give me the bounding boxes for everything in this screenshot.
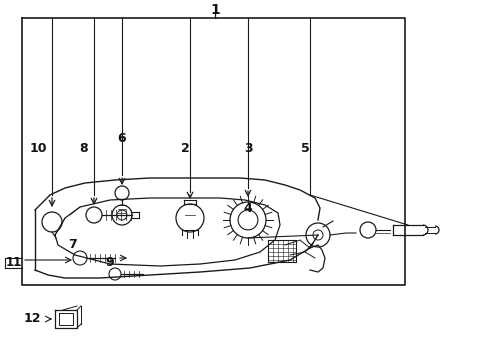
Text: 9: 9: [106, 256, 114, 270]
Text: 1: 1: [210, 3, 220, 17]
Text: 11: 11: [6, 256, 22, 269]
Text: 7: 7: [68, 238, 76, 251]
Text: 3: 3: [244, 141, 252, 154]
Text: 10: 10: [29, 141, 47, 154]
Text: 6: 6: [118, 131, 126, 144]
Text: 4: 4: [244, 202, 252, 215]
Text: 5: 5: [301, 141, 309, 154]
Text: 8: 8: [80, 141, 88, 154]
Text: 2: 2: [181, 141, 189, 154]
Text: 12: 12: [23, 312, 41, 325]
